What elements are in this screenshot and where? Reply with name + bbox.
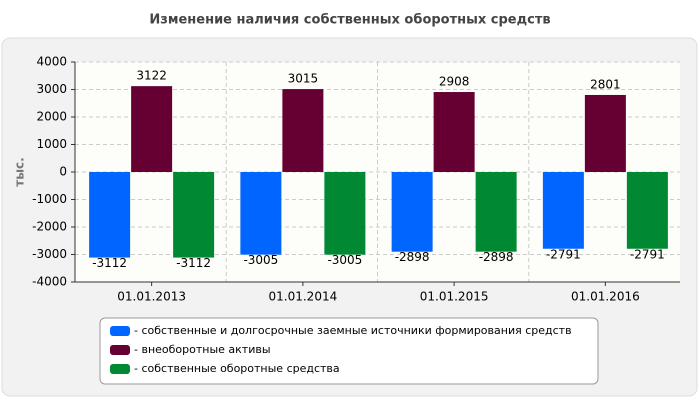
y-tick-label: -4000 (32, 275, 67, 289)
legend-label: - собственные и долгосрочные заемные ист… (134, 324, 572, 337)
data-label: 2801 (590, 77, 621, 91)
data-label: -3005 (243, 253, 278, 267)
legend-label: - внеоборотные активы (134, 343, 271, 356)
y-tick-label: 1000 (36, 137, 67, 151)
y-tick-label: 4000 (36, 55, 67, 69)
bar (240, 172, 282, 255)
data-label: -3112 (176, 256, 211, 270)
bar (542, 172, 584, 249)
bar (584, 94, 626, 172)
bar (173, 172, 215, 258)
bar (282, 89, 324, 172)
bar (475, 172, 517, 252)
data-label: -3112 (92, 256, 127, 270)
legend-label: - собственные оборотные средства (134, 362, 340, 375)
bar (391, 172, 433, 252)
data-label: 3122 (136, 69, 167, 83)
data-label: 3015 (288, 72, 319, 86)
legend (99, 317, 599, 385)
bar (433, 92, 475, 172)
legend-swatch (110, 326, 130, 336)
data-label: -2898 (395, 250, 430, 264)
y-tick-label: 0 (59, 165, 67, 179)
y-tick-label: -1000 (32, 192, 67, 206)
data-label: -2898 (479, 250, 514, 264)
legend-swatch (110, 364, 130, 374)
x-tick-label: 01.01.2016 (571, 290, 640, 304)
y-tick-label: 3000 (36, 82, 67, 96)
chart-title: Изменение наличия собственных оборотных … (149, 13, 550, 28)
data-label: -2791 (546, 247, 581, 261)
y-tick-label: 2000 (36, 110, 67, 124)
data-label: 2908 (439, 75, 470, 89)
legend-swatch (110, 345, 130, 355)
data-label: -3005 (327, 253, 362, 267)
bar (626, 172, 668, 249)
bar (324, 172, 366, 255)
x-tick-label: 01.01.2014 (269, 290, 338, 304)
y-axis-label: тыс. (13, 157, 27, 186)
x-tick-label: 01.01.2015 (420, 290, 489, 304)
bar (89, 172, 131, 258)
x-tick-label: 01.01.2013 (117, 290, 186, 304)
y-tick-label: -3000 (32, 247, 67, 261)
bar (131, 86, 173, 172)
data-label: -2791 (630, 247, 665, 261)
y-tick-label: -2000 (32, 220, 67, 234)
